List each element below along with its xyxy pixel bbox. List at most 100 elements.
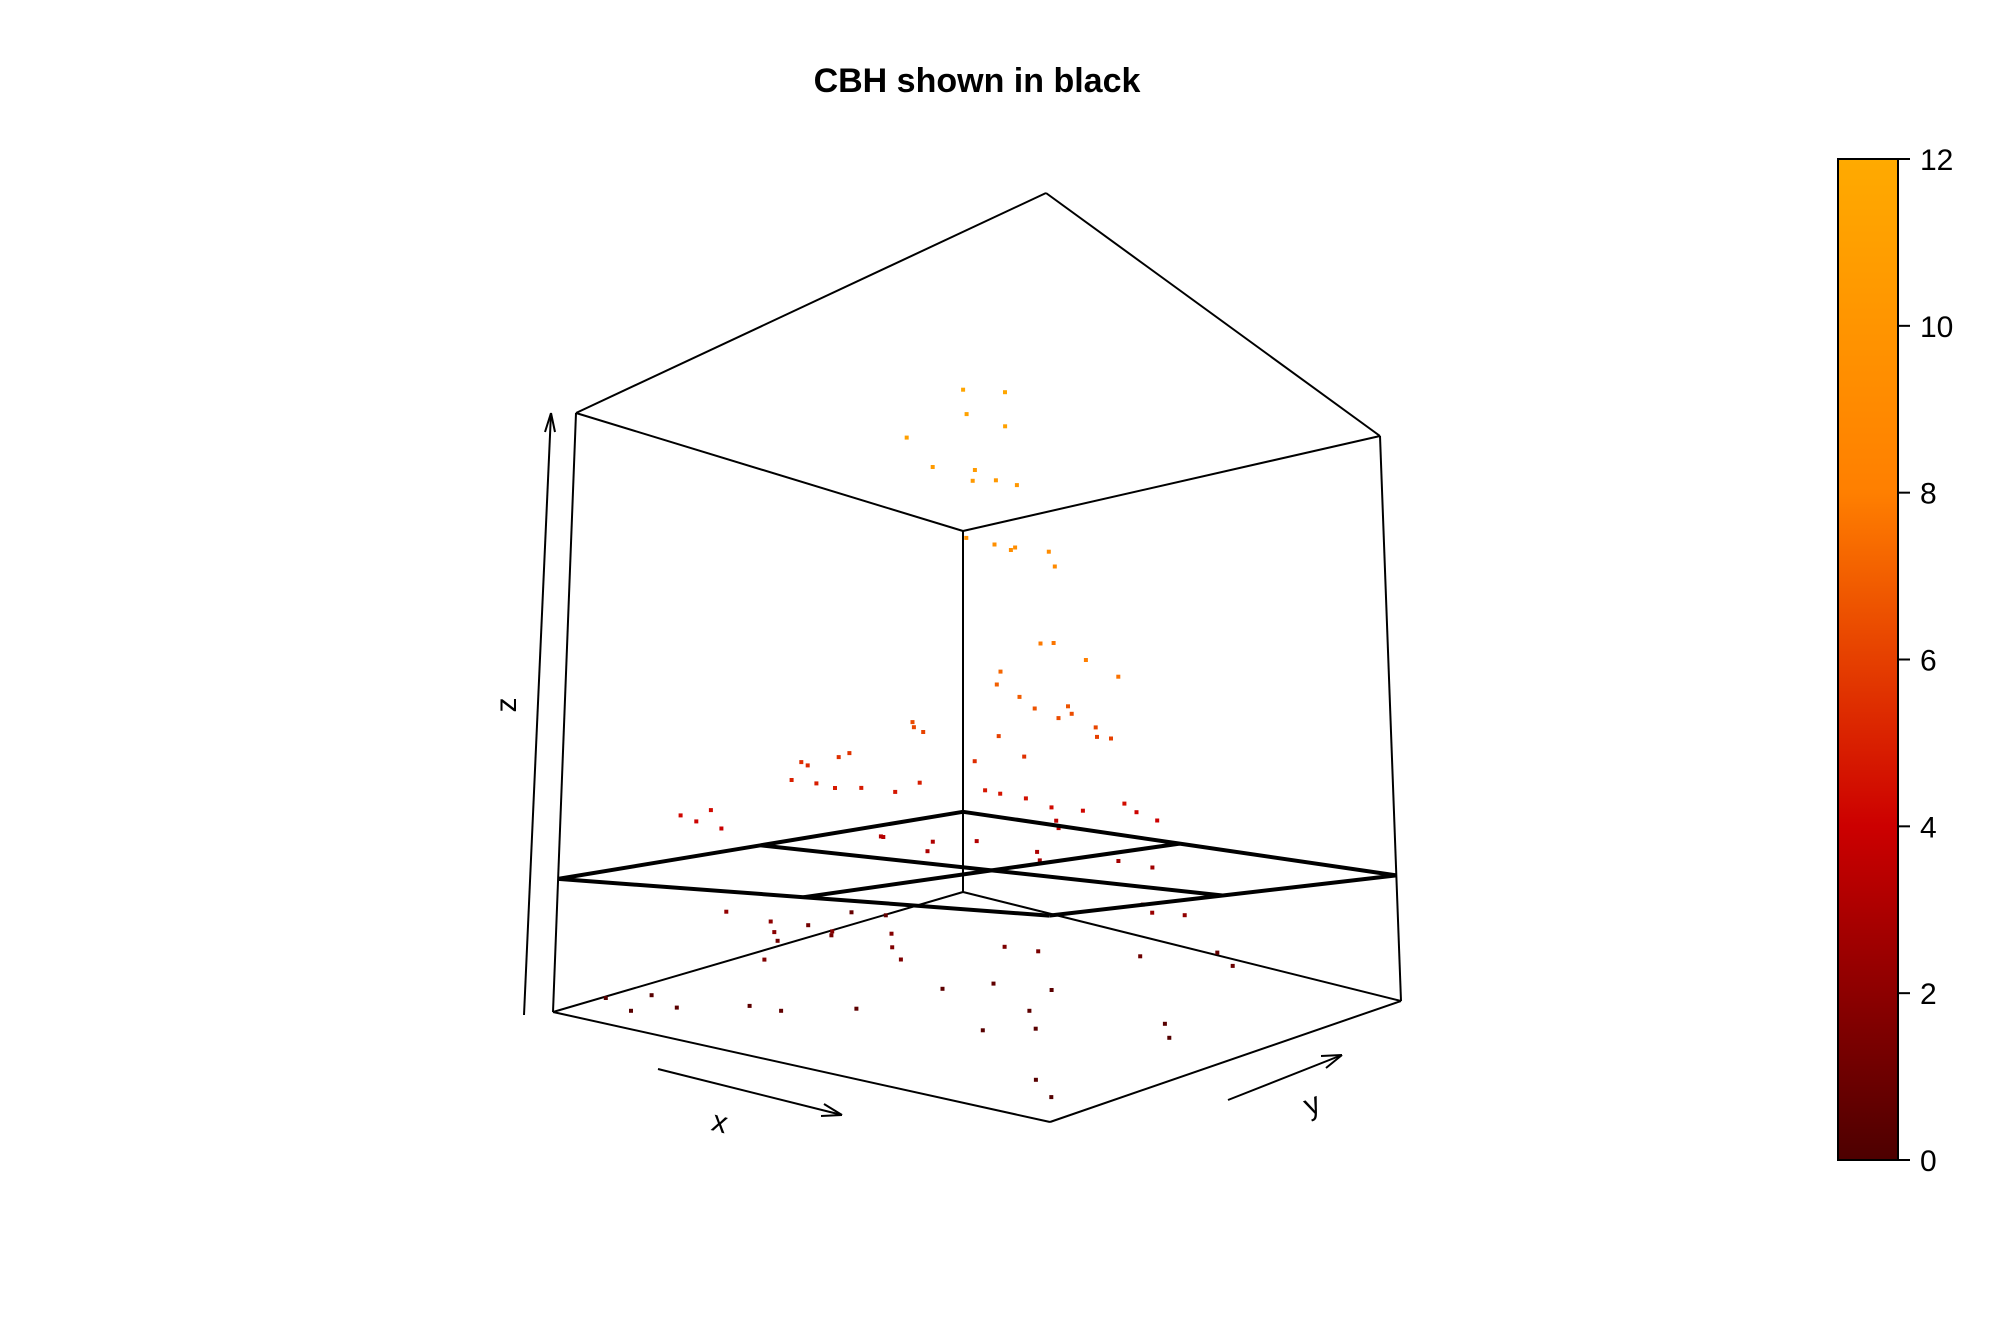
data-point <box>883 913 888 918</box>
z-axis-arrowhead <box>544 412 556 433</box>
data-point <box>996 734 1001 739</box>
y-axis: y <box>1227 1054 1343 1123</box>
data-point <box>1032 706 1037 711</box>
y-axis-arrow <box>1227 1054 1343 1101</box>
data-point <box>964 412 969 417</box>
data-point <box>833 786 837 790</box>
data-point <box>836 755 841 760</box>
data-point <box>964 535 969 540</box>
data-point <box>890 945 895 950</box>
data-point <box>708 808 713 813</box>
data-point <box>998 669 1003 674</box>
data-point <box>1036 949 1041 954</box>
data-point <box>993 478 998 483</box>
data-point <box>1033 1026 1038 1031</box>
data-point <box>1138 954 1143 959</box>
data-point <box>940 986 945 991</box>
data-point <box>878 834 883 839</box>
data-point <box>961 387 966 392</box>
data-point <box>1056 826 1061 831</box>
data-point <box>1080 808 1085 813</box>
data-point <box>768 919 773 924</box>
data-point <box>1150 910 1155 915</box>
z-axis-label: z <box>490 698 523 713</box>
cbh-grid-line <box>557 876 1050 918</box>
data-point <box>972 468 977 472</box>
x-axis: x <box>657 1068 843 1140</box>
colorbar-tick-label: 2 <box>1920 978 1937 1011</box>
data-point <box>1046 549 1051 554</box>
data-point <box>772 930 777 935</box>
data-point <box>1116 859 1121 863</box>
data-point <box>898 957 903 962</box>
colorbar-tick-label: 12 <box>1920 144 1953 177</box>
data-point <box>847 751 852 756</box>
data-point <box>1230 963 1235 968</box>
colorbar-tick-label: 6 <box>1920 645 1937 678</box>
chart-title: CBH shown in black <box>814 62 1141 100</box>
data-point <box>910 720 915 725</box>
data-point <box>806 923 811 928</box>
data-point <box>972 759 977 764</box>
data-point <box>1049 1095 1054 1100</box>
data-point <box>1095 734 1099 739</box>
data-point <box>1122 801 1127 806</box>
data-point <box>1023 796 1028 801</box>
data-point <box>911 725 916 730</box>
data-point <box>1056 716 1061 721</box>
data-point <box>859 785 864 790</box>
data-point <box>991 981 996 986</box>
data-point <box>893 789 898 794</box>
data-point <box>1182 913 1187 918</box>
box-edge <box>1045 192 1381 437</box>
colorbar-tick-label: 0 <box>1920 1145 1937 1178</box>
data-point <box>629 1008 633 1013</box>
data-point <box>889 931 894 936</box>
data-point <box>1022 754 1027 759</box>
data-point <box>649 993 654 998</box>
data-point <box>1162 1021 1167 1026</box>
colorbar-tick-label: 8 <box>1920 478 1937 511</box>
data-point <box>1051 641 1056 645</box>
data-point <box>983 788 988 793</box>
data-point <box>829 933 834 938</box>
data-point <box>998 791 1003 796</box>
data-point <box>917 780 922 785</box>
z-axis: z <box>490 412 556 1016</box>
data-point <box>1052 564 1057 569</box>
data-point <box>1027 1008 1032 1013</box>
data-point <box>1167 1035 1172 1040</box>
data-point <box>974 839 979 844</box>
box-edge <box>962 435 1381 532</box>
data-point <box>1035 849 1040 854</box>
data-point <box>694 819 699 824</box>
data-point <box>1037 858 1042 863</box>
box-edge <box>552 412 577 1013</box>
data-point <box>930 839 935 844</box>
data-point <box>980 1028 985 1033</box>
box-edge <box>1049 1000 1402 1123</box>
data-point <box>1003 390 1007 395</box>
data-point <box>1013 545 1018 550</box>
data-point <box>1017 694 1022 699</box>
data-point <box>1150 865 1155 870</box>
cbh-grid-line <box>760 843 1223 898</box>
data-point <box>921 730 926 734</box>
data-point <box>1134 810 1139 815</box>
data-point <box>1066 704 1070 709</box>
colorbar-tick-label: 10 <box>1920 311 1953 344</box>
data-point <box>1014 483 1019 488</box>
y-axis-arrowhead <box>1320 1054 1343 1069</box>
data-point <box>779 1008 784 1013</box>
data-point <box>603 996 608 1000</box>
box-edge <box>552 1011 1051 1123</box>
data-point <box>1093 725 1098 730</box>
data-point <box>799 760 804 765</box>
data-point <box>678 813 683 818</box>
box-edge <box>575 192 1047 414</box>
cbh-grid-line <box>557 809 964 881</box>
data-point <box>849 910 854 915</box>
data-point <box>1003 424 1008 429</box>
data-point <box>1033 1077 1038 1082</box>
colorbar: 0 2 4 6 8 10 12 <box>1837 144 1953 1178</box>
